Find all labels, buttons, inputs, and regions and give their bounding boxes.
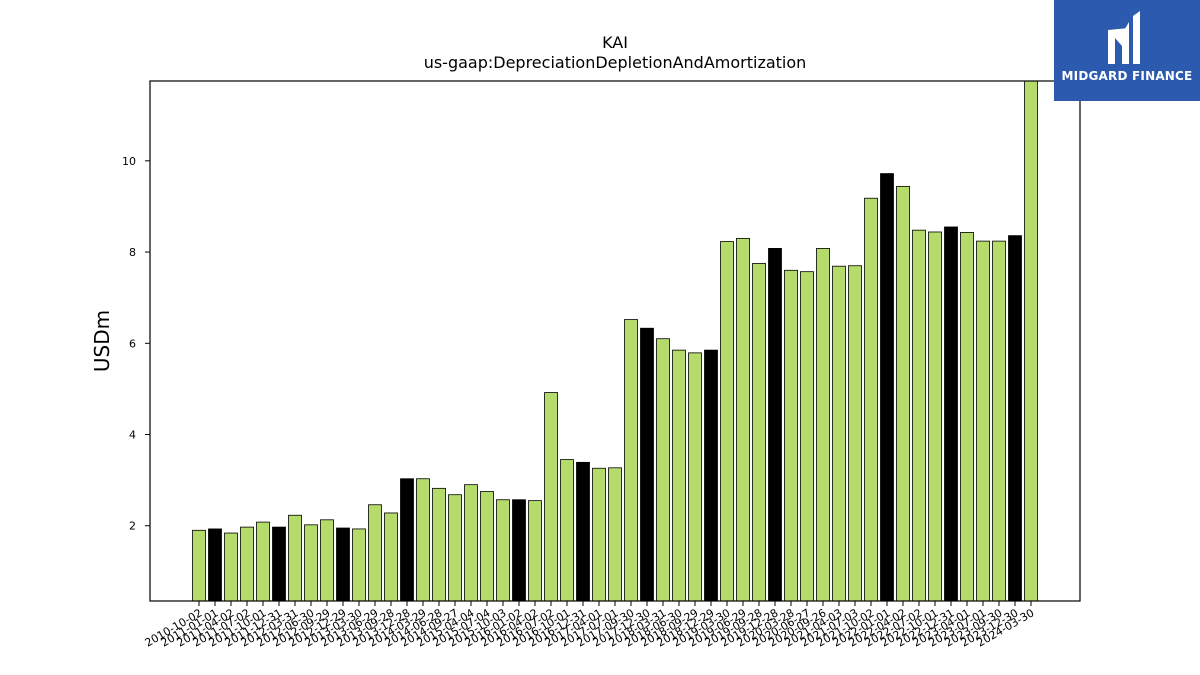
bar-2016-04-02: [528, 500, 542, 602]
bar-2023-09-30: [992, 240, 1006, 602]
y-tick-label: 10: [122, 155, 136, 168]
bar-2018-03-31: [656, 338, 670, 602]
bar-2018-06-30: [672, 349, 686, 602]
y-tick-label: 8: [129, 246, 136, 259]
bar-2010-10-02: [192, 529, 206, 602]
bar-2011-01-01: [208, 528, 222, 602]
bar-2016-07-02: [544, 392, 558, 602]
bar-2022-10-01: [928, 231, 942, 602]
y-axis-ticks: 2 4 6 8 10: [122, 155, 150, 533]
bar-2019-06-29: [736, 237, 750, 602]
bar-2012-12-29: [336, 527, 350, 602]
y-tick-label: 6: [129, 337, 136, 350]
bar-2019-09-28: [752, 263, 766, 602]
bar-2022-07-02: [912, 229, 926, 602]
bar-2014-03-29: [416, 478, 430, 602]
bars-group: [192, 80, 1038, 602]
bar-2021-04-03: [832, 265, 846, 602]
bar-2013-03-30: [352, 528, 366, 602]
bar-2017-12-30: [640, 327, 654, 602]
bar-2017-09-30: [624, 319, 638, 602]
plot-frame: [149, 80, 1081, 602]
bar-2020-03-28: [784, 269, 798, 602]
bar-2024-03-30: [1024, 80, 1038, 602]
bar-2023-04-01: [960, 232, 974, 602]
bar-2013-12-28: [400, 478, 414, 602]
bar-2022-04-02: [896, 185, 910, 602]
bar-2016-12-31: [576, 461, 590, 602]
bar-2015-10-03: [496, 499, 510, 602]
bar-2023-12-30: [1008, 235, 1022, 602]
bar-2012-03-31: [288, 514, 302, 602]
bar-2011-12-31: [272, 526, 286, 602]
chart-subtitle: us-gaap:DepreciationDepletionAndAmortiza…: [424, 53, 807, 72]
bar-2018-12-29: [704, 349, 718, 602]
bar-2011-10-01: [256, 521, 270, 602]
bar-2015-04-04: [464, 484, 478, 602]
y-tick-label: 4: [129, 429, 136, 442]
bar-2021-10-02: [864, 197, 878, 602]
bar-2017-07-01: [608, 467, 622, 602]
bar-2020-09-26: [816, 247, 830, 602]
bar-2011-07-02: [240, 526, 254, 602]
y-axis-label: USDm: [90, 310, 114, 372]
bar-2014-06-28: [432, 487, 446, 602]
chart-title: KAI: [602, 33, 628, 52]
bar-2013-09-28: [384, 512, 398, 602]
bar-2011-04-02: [224, 532, 238, 602]
bar-2016-10-01: [560, 459, 574, 602]
brand-name: MIDGARD FINANCE: [1061, 69, 1193, 83]
bar-2016-01-02: [512, 499, 526, 602]
bar-2023-07-01: [976, 240, 990, 602]
brand-logo: MIDGARD FINANCE: [1054, 0, 1200, 101]
bar-2022-01-01: [880, 173, 894, 602]
bar-2019-03-30: [720, 241, 734, 602]
bar-2022-12-31: [944, 226, 958, 602]
bar-2018-09-29: [688, 352, 702, 602]
bar-2012-06-30: [304, 524, 318, 602]
bar-2013-06-29: [368, 504, 382, 602]
x-axis-ticks: 2010-10-022011-01-012011-04-022011-07-02…: [143, 601, 1037, 650]
y-tick-label: 2: [129, 520, 136, 533]
bar-2019-12-28: [768, 247, 782, 602]
bar-2021-07-03: [848, 265, 862, 602]
bar-2012-09-29: [320, 519, 334, 602]
midgard-logo-icon: [1108, 11, 1140, 64]
bar-2020-06-27: [800, 271, 814, 602]
bar-2014-09-27: [448, 494, 462, 602]
bar-2017-04-01: [592, 467, 606, 602]
bar-2015-07-04: [480, 491, 494, 602]
